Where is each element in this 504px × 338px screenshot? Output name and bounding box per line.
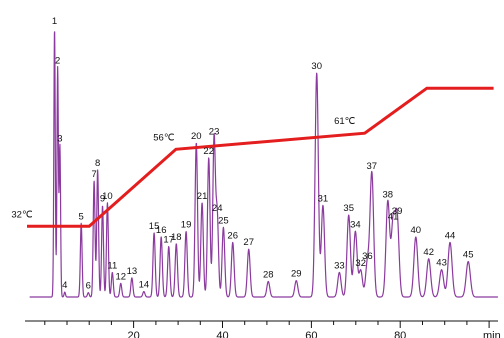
- temperature-label-2: 56℃: [153, 132, 175, 143]
- peak-label-32: 32: [355, 258, 366, 269]
- x-axis-ticks: 20 40 60 80: [44, 321, 490, 338]
- peak-label-22: 22: [203, 146, 214, 157]
- x-tick-label-80: 80: [394, 330, 406, 338]
- temperature-label-3: 61℃: [334, 116, 356, 127]
- peak-label-13: 13: [127, 266, 138, 277]
- peak-label-15: 15: [149, 221, 160, 232]
- peak-label-33: 33: [334, 260, 345, 271]
- peak-label-40: 40: [411, 225, 422, 236]
- peak-label-29: 29: [291, 269, 302, 280]
- x-tick-label-40: 40: [216, 330, 228, 338]
- peak-label-7: 7: [91, 169, 96, 180]
- peak-label-20: 20: [191, 131, 202, 142]
- peak-label-1: 1: [52, 16, 57, 27]
- peak-label-34: 34: [350, 220, 361, 231]
- peak-label-21: 21: [197, 191, 208, 202]
- peak-label-2: 2: [55, 56, 60, 67]
- peak-label-37: 37: [367, 161, 378, 172]
- peak-label-31: 31: [318, 194, 329, 205]
- peak-label-42: 42: [423, 247, 434, 258]
- peak-label-18: 18: [171, 232, 182, 243]
- peak-label-5: 5: [79, 211, 84, 222]
- peak-label-10: 10: [102, 191, 113, 202]
- temperature-program-line: [27, 86, 494, 228]
- peak-label-24: 24: [212, 203, 223, 214]
- temperature-labels: 32℃ 56℃ 61℃: [11, 116, 355, 220]
- peak-label-35: 35: [343, 203, 354, 214]
- peak-label-16: 16: [156, 225, 167, 236]
- x-tick-label-60: 60: [305, 330, 317, 338]
- x-tick-label-20: 20: [127, 330, 139, 338]
- peak-label-11: 11: [107, 260, 117, 271]
- peak-label-25: 25: [218, 215, 229, 226]
- peak-label-12: 12: [116, 271, 127, 282]
- peak-label-6: 6: [86, 281, 91, 292]
- peak-label-27: 27: [243, 237, 254, 248]
- peak-label-23: 23: [209, 127, 220, 138]
- peak-label-28: 28: [263, 269, 274, 280]
- peak-label-39: 39: [392, 206, 403, 217]
- peak-label-41: 41: [388, 211, 399, 222]
- peak-label-14: 14: [139, 280, 150, 291]
- peak-label-38: 38: [383, 189, 394, 200]
- peak-label-3: 3: [57, 134, 62, 145]
- peak-label-8: 8: [95, 158, 100, 169]
- peak-label-19: 19: [181, 220, 192, 231]
- peak-label-44: 44: [445, 230, 456, 241]
- x-axis-label: min: [483, 330, 501, 338]
- peak-label-30: 30: [311, 61, 322, 72]
- peak-label-9: 9: [100, 194, 105, 205]
- peak-label-17: 17: [163, 235, 174, 246]
- temperature-label-1: 32℃: [11, 209, 33, 220]
- peak-label-45: 45: [463, 250, 474, 261]
- peak-label-4: 4: [62, 280, 67, 291]
- peak-label-36: 36: [362, 251, 373, 262]
- chromatogram-trace: [29, 31, 499, 298]
- peak-label-26: 26: [227, 230, 238, 241]
- peak-label-43: 43: [436, 258, 447, 269]
